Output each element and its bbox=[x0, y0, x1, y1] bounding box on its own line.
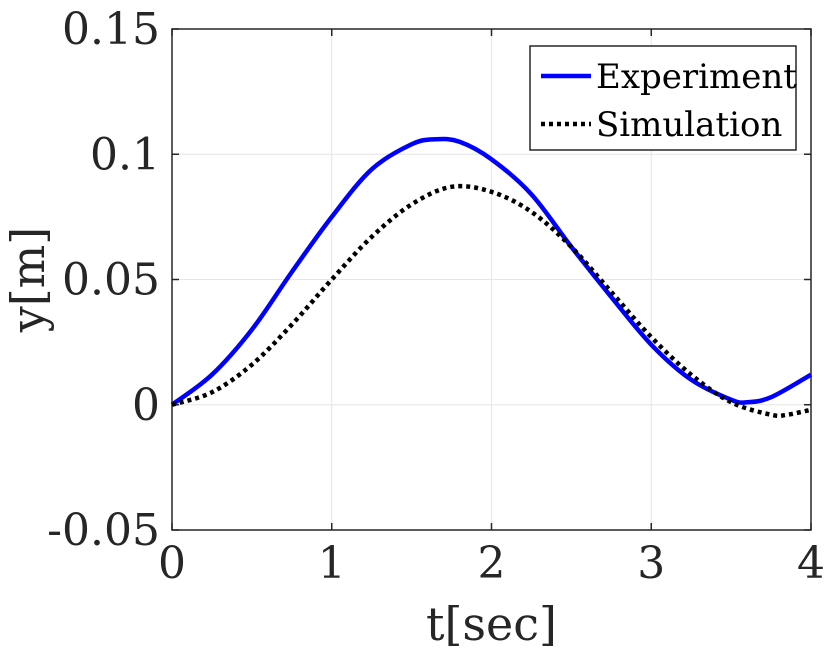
legend-label-experiment: Experiment bbox=[596, 57, 797, 97]
legend: Experiment Simulation bbox=[529, 45, 797, 151]
x-tick-label: 4 bbox=[797, 538, 825, 589]
x-axis-label: t[sec] bbox=[426, 597, 557, 651]
y-tick-label: 0.1 bbox=[90, 129, 160, 180]
x-tick-label: 3 bbox=[637, 538, 665, 589]
x-tick-label: 1 bbox=[318, 538, 346, 589]
series-group bbox=[170, 136, 813, 419]
legend-box bbox=[529, 45, 797, 151]
x-tick-label: 2 bbox=[478, 538, 506, 589]
y-axis-label: y[m] bbox=[1, 227, 55, 334]
axis-ticks bbox=[171, 28, 812, 531]
legend-label-simulation: Simulation bbox=[596, 105, 782, 145]
y-tick-label: 0 bbox=[132, 380, 160, 431]
x-tick-label: 0 bbox=[158, 538, 186, 589]
y-tick-label: 0.05 bbox=[62, 255, 160, 306]
y-tick-label: 0.15 bbox=[62, 4, 160, 55]
y-tick-label: -0.05 bbox=[47, 505, 160, 556]
